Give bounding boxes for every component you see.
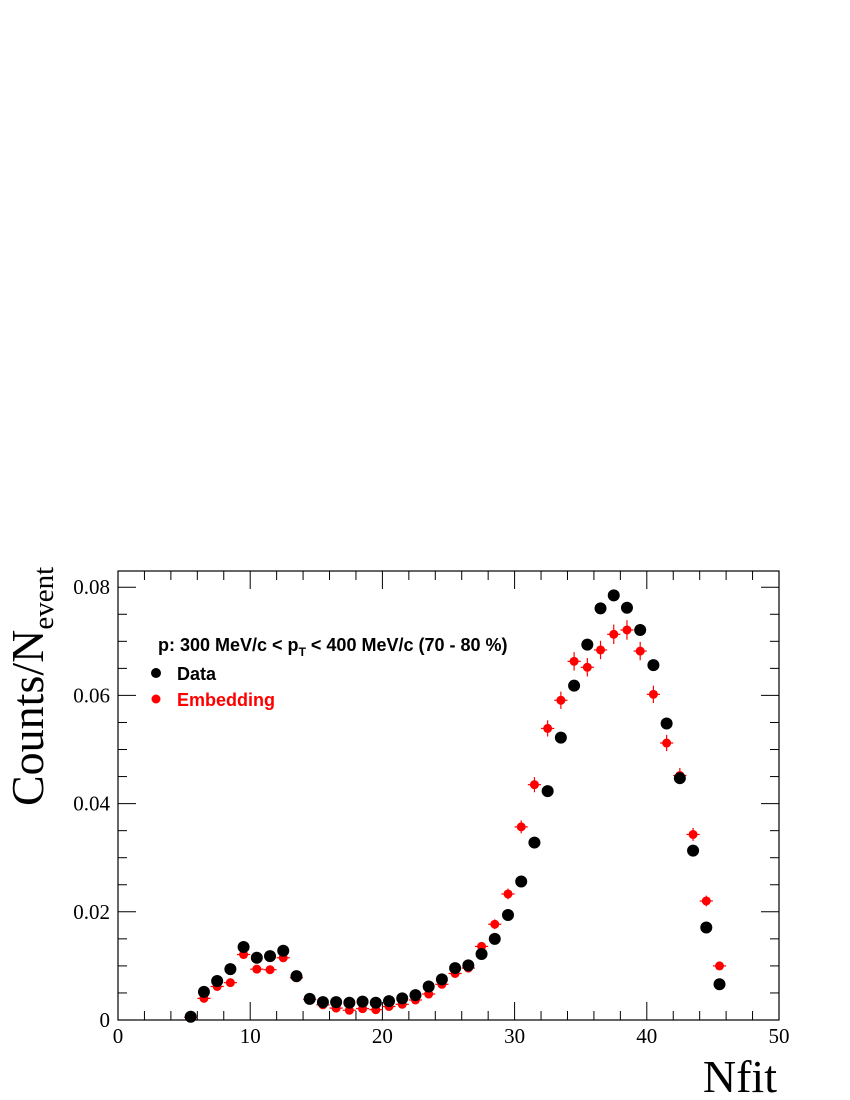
data-point (687, 844, 700, 857)
embedding-point (252, 964, 262, 974)
embedding-point (582, 662, 592, 672)
embedding-point (516, 822, 526, 832)
x-tick-label: 50 (769, 1024, 790, 1048)
data-point (303, 992, 316, 1005)
data-point (501, 909, 514, 922)
embedding-point (543, 723, 553, 733)
data-point (488, 932, 501, 945)
data-point (541, 785, 554, 798)
legend-label-data: Data (177, 664, 217, 684)
data-point (383, 995, 396, 1008)
x-tick-label: 0 (113, 1024, 124, 1048)
data-point (369, 996, 382, 1009)
annotation-prefix: p: 300 MeV/c < p (158, 635, 299, 655)
embedding-point (596, 645, 606, 655)
data-point (554, 731, 567, 744)
data-point (594, 602, 607, 615)
data-point (435, 973, 448, 986)
embedding-point (490, 919, 500, 929)
plot-frame (117, 570, 780, 1021)
data-point (475, 948, 488, 961)
data-point (316, 996, 329, 1009)
data-point (237, 940, 250, 953)
data-point (713, 978, 726, 991)
data-point (184, 1010, 197, 1023)
series-data (184, 589, 726, 1023)
embedding-point (715, 961, 725, 971)
legend-marker-embedding (151, 694, 161, 704)
y-tick-label: 0.08 (73, 575, 110, 599)
data-point (356, 995, 369, 1008)
embedding-point (609, 629, 619, 639)
embedding-point (648, 689, 658, 699)
embedding-point (662, 738, 672, 748)
y-axis-title: Counts/Nevent (2, 567, 60, 806)
legend-marker-data (151, 668, 161, 678)
x-tick-label: 10 (240, 1024, 261, 1048)
legend-label-embedding: Embedding (177, 690, 275, 710)
embedding-point (503, 889, 513, 899)
data-point (224, 963, 237, 976)
data-point (515, 875, 528, 888)
data-point (409, 989, 422, 1002)
data-point (568, 679, 581, 692)
data-point (634, 623, 647, 636)
data-point (660, 717, 673, 730)
data-point (396, 992, 409, 1005)
data-point (330, 996, 343, 1009)
data-point (449, 962, 462, 975)
annotation-suffix: < 400 MeV/c (70 - 80 %) (306, 635, 508, 655)
embedding-point (556, 695, 566, 705)
data-point (290, 970, 303, 983)
data-point (528, 836, 541, 849)
embedding-point (225, 978, 235, 988)
embedding-point (688, 829, 698, 839)
data-point (264, 950, 277, 963)
axis-ticks (117, 571, 780, 1021)
data-point (700, 921, 713, 934)
annotation-subscript: T (299, 645, 307, 659)
data-point (197, 985, 210, 998)
embedding-point (622, 625, 632, 635)
x-tick-label: 40 (636, 1024, 657, 1048)
y-tick-label: 0.04 (73, 792, 110, 816)
data-point (462, 959, 475, 972)
y-axis-title-sub: event (28, 567, 60, 630)
embedding-point (265, 965, 275, 975)
data-point (607, 589, 620, 602)
y-tick-label: 0.02 (73, 900, 110, 924)
y-tick-label: 0 (100, 1008, 111, 1032)
data-point (250, 951, 263, 964)
data-point (673, 772, 686, 785)
embedding-point (635, 646, 645, 656)
data-point (343, 996, 356, 1009)
x-tick-label: 30 (504, 1024, 525, 1048)
embedding-point (569, 656, 579, 666)
x-tick-label: 20 (372, 1024, 393, 1048)
data-point (277, 944, 290, 957)
x-tick-labels: 0 10 20 30 40 50 (113, 1024, 790, 1048)
embedding-point (701, 896, 711, 906)
embedding-point (529, 780, 539, 790)
y-tick-label: 0.06 (73, 683, 110, 707)
data-point (620, 601, 633, 614)
x-axis-title: Nfit (703, 1051, 777, 1100)
data-point (647, 659, 660, 672)
y-axis-title-main: Counts/N (2, 630, 53, 806)
y-tick-labels: 0 0.02 0.04 0.06 0.08 (73, 575, 110, 1032)
annotation-text: p: 300 MeV/c < pT < 400 MeV/c (70 - 80 %… (158, 635, 508, 659)
data-point (211, 975, 224, 988)
series-embedding (184, 620, 727, 1022)
data-point (581, 638, 594, 651)
data-point (422, 980, 435, 993)
